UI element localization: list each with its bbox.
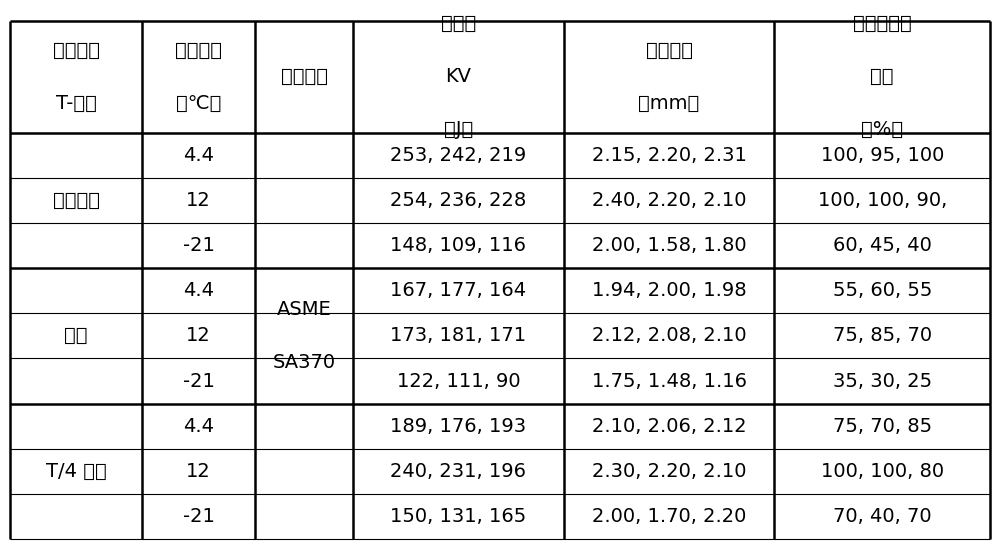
Text: 55, 60, 55: 55, 60, 55	[833, 281, 932, 300]
Text: 173, 181, 171: 173, 181, 171	[390, 326, 526, 345]
Text: 1.94, 2.00, 1.98: 1.94, 2.00, 1.98	[592, 281, 746, 300]
Text: 执行标准: 执行标准	[280, 67, 328, 86]
Text: 122, 111, 90: 122, 111, 90	[397, 372, 520, 390]
Text: 35, 30, 25: 35, 30, 25	[833, 372, 932, 390]
Text: 167, 177, 164: 167, 177, 164	[390, 281, 526, 300]
Text: 253, 242, 219: 253, 242, 219	[390, 146, 526, 164]
Text: -21: -21	[183, 372, 215, 390]
Text: 4.4: 4.4	[183, 281, 214, 300]
Text: 2.12, 2.08, 2.10: 2.12, 2.08, 2.10	[592, 326, 746, 345]
Text: 2.00, 1.70, 2.20: 2.00, 1.70, 2.20	[592, 507, 746, 526]
Text: T/4 位置: T/4 位置	[46, 462, 107, 481]
Text: 100, 95, 100: 100, 95, 100	[821, 146, 944, 164]
Text: 60, 45, 40: 60, 45, 40	[833, 236, 932, 255]
Text: -21: -21	[183, 236, 215, 255]
Text: 近外表面: 近外表面	[53, 191, 100, 210]
Text: 12: 12	[186, 191, 211, 210]
Text: 2.30, 2.20, 2.10: 2.30, 2.20, 2.10	[592, 462, 746, 481]
Text: 75, 70, 85: 75, 70, 85	[833, 417, 932, 436]
Text: 70, 40, 70: 70, 40, 70	[833, 507, 932, 526]
Text: 4.4: 4.4	[183, 146, 214, 164]
Text: 侧膨胀值

（mm）: 侧膨胀值 （mm）	[638, 41, 700, 113]
Text: 2.00, 1.58, 1.80: 2.00, 1.58, 1.80	[592, 236, 746, 255]
Text: 100, 100, 80: 100, 100, 80	[821, 462, 944, 481]
Text: 2.15, 2.20, 2.31: 2.15, 2.20, 2.31	[592, 146, 746, 164]
Text: 心部: 心部	[64, 326, 88, 345]
Text: 试验温度

（℃）: 试验温度 （℃）	[175, 41, 222, 113]
Text: 1.75, 1.48, 1.16: 1.75, 1.48, 1.16	[592, 372, 747, 390]
Text: 冲击功

KV

（J）: 冲击功 KV （J）	[441, 14, 476, 139]
Text: 12: 12	[186, 462, 211, 481]
Text: 148, 109, 116: 148, 109, 116	[390, 236, 526, 255]
Text: 4.4: 4.4	[183, 417, 214, 436]
Text: 2.40, 2.20, 2.10: 2.40, 2.20, 2.10	[592, 191, 746, 210]
Text: 150, 131, 165: 150, 131, 165	[390, 507, 526, 526]
Text: -21: -21	[183, 507, 215, 526]
Text: ASME

SA370: ASME SA370	[272, 300, 336, 372]
Text: 试验位置

T-壁厚: 试验位置 T-壁厚	[53, 41, 100, 113]
Text: 断口纤维百

分比

（%）: 断口纤维百 分比 （%）	[853, 14, 912, 139]
Text: 75, 85, 70: 75, 85, 70	[833, 326, 932, 345]
Text: 100, 100, 90,: 100, 100, 90,	[818, 191, 947, 210]
Text: 254, 236, 228: 254, 236, 228	[390, 191, 526, 210]
Text: 2.10, 2.06, 2.12: 2.10, 2.06, 2.12	[592, 417, 746, 436]
Text: 12: 12	[186, 326, 211, 345]
Text: 240, 231, 196: 240, 231, 196	[390, 462, 526, 481]
Text: 189, 176, 193: 189, 176, 193	[390, 417, 526, 436]
